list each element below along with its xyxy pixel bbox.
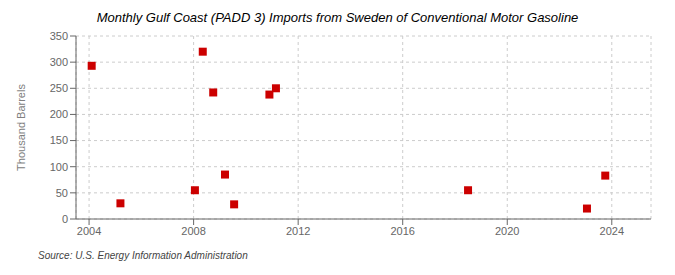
svg-text:250: 250	[50, 82, 68, 94]
svg-text:200: 200	[50, 108, 68, 120]
svg-text:300: 300	[50, 56, 68, 68]
svg-text:100: 100	[50, 161, 68, 173]
svg-text:2016: 2016	[390, 225, 414, 237]
svg-text:2020: 2020	[495, 225, 519, 237]
html-text:Source: U.S. Energy Informatio: Source: U.S. Energy Information Administ…	[38, 250, 248, 261]
svg-text:150: 150	[50, 134, 68, 146]
svg-text:50: 50	[56, 187, 68, 199]
svg-text:2024: 2024	[600, 225, 624, 237]
svg-text:2004: 2004	[77, 225, 101, 237]
svg-text:2008: 2008	[181, 225, 205, 237]
svg-text:2012: 2012	[286, 225, 310, 237]
svg-text:Thousand Barrels: Thousand Barrels	[15, 84, 27, 171]
svg-text:350: 350	[50, 30, 68, 42]
html-text:Monthly Gulf Coast (PADD 3) Im: Monthly Gulf Coast (PADD 3) Imports from…	[96, 10, 579, 25]
svg-text:0: 0	[62, 213, 68, 225]
